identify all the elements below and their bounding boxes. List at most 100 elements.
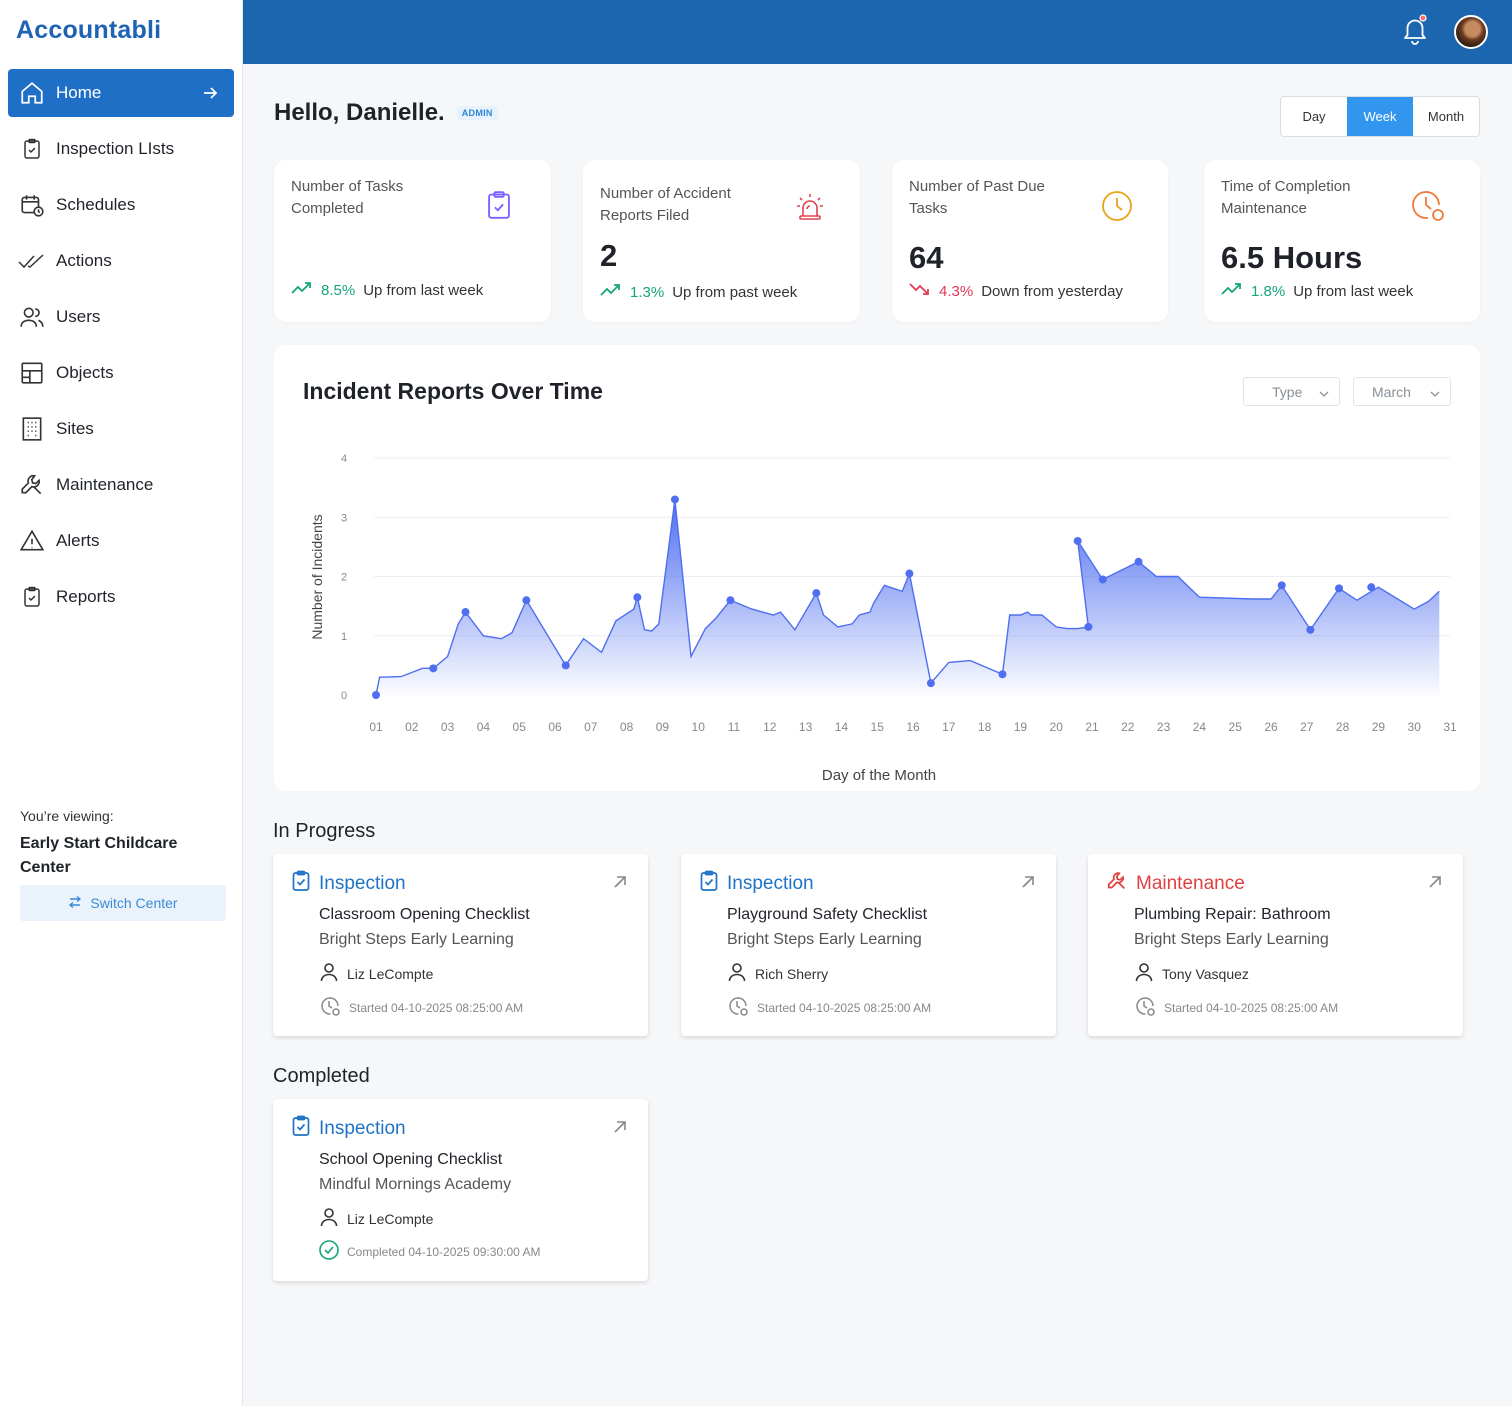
clipboard-check-icon — [468, 174, 530, 236]
data-point[interactable] — [670, 495, 679, 504]
data-point[interactable] — [633, 593, 642, 602]
open-external-icon[interactable] — [1020, 874, 1036, 890]
sidebar-item-actions[interactable]: Actions — [8, 237, 234, 285]
range-month-button[interactable]: Month — [1427, 109, 1465, 124]
sidebar-item-maintenance[interactable]: Maintenance — [8, 461, 234, 509]
brand-logo[interactable]: Accountabli — [16, 16, 162, 44]
x-tick-label: 24 — [1193, 720, 1207, 734]
y-tick-label: 0 — [341, 690, 347, 702]
stat-trend: 1.8% Up from last week — [1221, 282, 1413, 300]
data-point[interactable] — [1084, 622, 1093, 631]
task-card[interactable]: Inspection Classroom Opening Checklist Bri… — [273, 854, 648, 1036]
range-day-button[interactable]: Day — [1302, 109, 1326, 124]
x-tick-label: 07 — [584, 720, 598, 734]
timestamp-text: Started 04-10-2025 08:25:00 AM — [757, 1000, 932, 1015]
sidebar-item-home[interactable]: Home — [8, 69, 234, 117]
trend-up-icon — [291, 281, 313, 299]
data-point[interactable] — [812, 589, 821, 598]
data-point[interactable] — [998, 670, 1007, 679]
building-icon — [18, 415, 46, 443]
task-card[interactable]: Inspection Playground Safety Checklist Bri… — [681, 854, 1056, 1036]
x-tick-label: 14 — [835, 720, 849, 734]
report-clipboard-icon — [18, 583, 46, 611]
open-external-icon[interactable] — [612, 874, 628, 890]
trend-percent: 4.3% — [939, 282, 974, 300]
month-filter-value: March — [1372, 383, 1411, 400]
sidebar-item-label: Inspection LIsts — [56, 139, 175, 158]
incident-chart-card: Incident Reports Over Time Type March 0 1… — [274, 345, 1480, 791]
bell-icon[interactable] — [1401, 14, 1429, 46]
task-type: Inspection — [699, 870, 814, 898]
task-card[interactable]: Inspection School Opening Checklist Mindfu… — [273, 1099, 648, 1281]
open-external-icon[interactable] — [612, 1119, 628, 1135]
switch-center-button[interactable]: Switch Center — [20, 885, 226, 921]
sidebar-item-inspection-lists[interactable]: Inspection LIsts — [8, 125, 234, 173]
data-point[interactable] — [1367, 583, 1376, 592]
task-site: Bright Steps Early Learning — [727, 931, 922, 948]
chart-title: Incident Reports Over Time — [303, 378, 603, 404]
task-site: Bright Steps Early Learning — [1134, 931, 1329, 948]
stat-card-tasks-completed: Number of Tasks Completed 146 8.5% Up fr… — [274, 160, 551, 435]
data-point[interactable] — [461, 608, 470, 617]
trend-text: Down from yesterday — [981, 282, 1123, 300]
person-icon — [727, 962, 747, 985]
sidebar-item-reports[interactable]: Reports — [8, 573, 234, 621]
task-timestamp: Started 04-10-2025 08:25:00 AM — [727, 995, 931, 1020]
x-tick-label: 06 — [548, 720, 562, 734]
stat-label: Number of Past Due Tasks — [909, 178, 1045, 217]
task-type-label: Maintenance — [1136, 873, 1245, 894]
clipboard-check-icon — [18, 135, 46, 163]
x-tick-label: 30 — [1408, 720, 1422, 734]
user-avatar[interactable] — [1454, 15, 1488, 49]
data-point[interactable] — [372, 691, 380, 699]
sidebar-item-objects[interactable]: Objects — [8, 349, 234, 397]
data-point[interactable] — [1335, 584, 1344, 593]
stat-trend: 1.3% Up from past week — [600, 283, 797, 301]
sidebar-item-users[interactable]: Users — [8, 293, 234, 341]
sidebar-item-schedules[interactable]: Schedules — [8, 181, 234, 229]
open-external-icon[interactable] — [1427, 874, 1443, 890]
x-tick-label: 05 — [513, 720, 527, 734]
x-tick-label: 13 — [799, 720, 813, 734]
data-point[interactable] — [1134, 557, 1143, 566]
month-filter-select[interactable]: March — [1353, 377, 1451, 406]
y-tick-label: 3 — [341, 512, 347, 524]
sidebar-item-label: Home — [56, 83, 102, 102]
data-point[interactable] — [561, 661, 570, 670]
data-point[interactable] — [1073, 536, 1082, 545]
data-point[interactable] — [1306, 625, 1315, 634]
x-tick-label: 04 — [477, 720, 491, 734]
data-point[interactable] — [726, 596, 735, 605]
clock-pending-icon — [1134, 995, 1156, 1020]
data-point[interactable] — [522, 596, 531, 605]
x-tick-label: 12 — [763, 720, 777, 734]
range-week-button[interactable]: Week — [1347, 97, 1413, 136]
type-filter-select[interactable]: Type — [1243, 377, 1340, 406]
incident-series-line — [375, 499, 1440, 696]
assignee-name: Liz LeCompte — [347, 1210, 434, 1227]
data-point[interactable] — [429, 664, 438, 673]
viewing-label: You’re viewing: — [20, 808, 114, 824]
sidebar-item-alerts[interactable]: Alerts — [8, 517, 234, 565]
y-tick-label: 4 — [341, 453, 347, 465]
sidebar-item-sites[interactable]: Sites — [8, 405, 234, 453]
stat-card-past-due: Number of Past Due Tasks 64 4.3% Down fr… — [892, 160, 1168, 322]
sidebar-item-label: Schedules — [56, 195, 136, 214]
task-card[interactable]: Maintenance Plumbing Repair: Bathroom Brig… — [1088, 854, 1463, 1036]
assignee-name: Rich Sherry — [755, 965, 829, 982]
users-icon — [18, 303, 46, 331]
stat-label: Number of Accident Reports Filed — [600, 185, 731, 224]
data-point[interactable] — [1098, 575, 1107, 584]
incident-area-fill — [376, 499, 1440, 695]
stat-trend: 8.5% Up from last week — [291, 281, 483, 299]
wrench-icon — [1106, 870, 1128, 898]
current-center: You’re viewing: Early Start Childcare Ce… — [20, 808, 226, 880]
calendar-clock-icon — [18, 191, 46, 219]
timestamp-text: Started 04-10-2025 08:25:00 AM — [1164, 1000, 1339, 1015]
data-point[interactable] — [1277, 581, 1286, 590]
data-point[interactable] — [905, 569, 914, 578]
data-point[interactable] — [926, 679, 935, 688]
x-tick-label: 03 — [441, 720, 455, 734]
switch-center-label: Switch Center — [90, 895, 178, 911]
sidebar-item-label: Actions — [56, 251, 112, 270]
